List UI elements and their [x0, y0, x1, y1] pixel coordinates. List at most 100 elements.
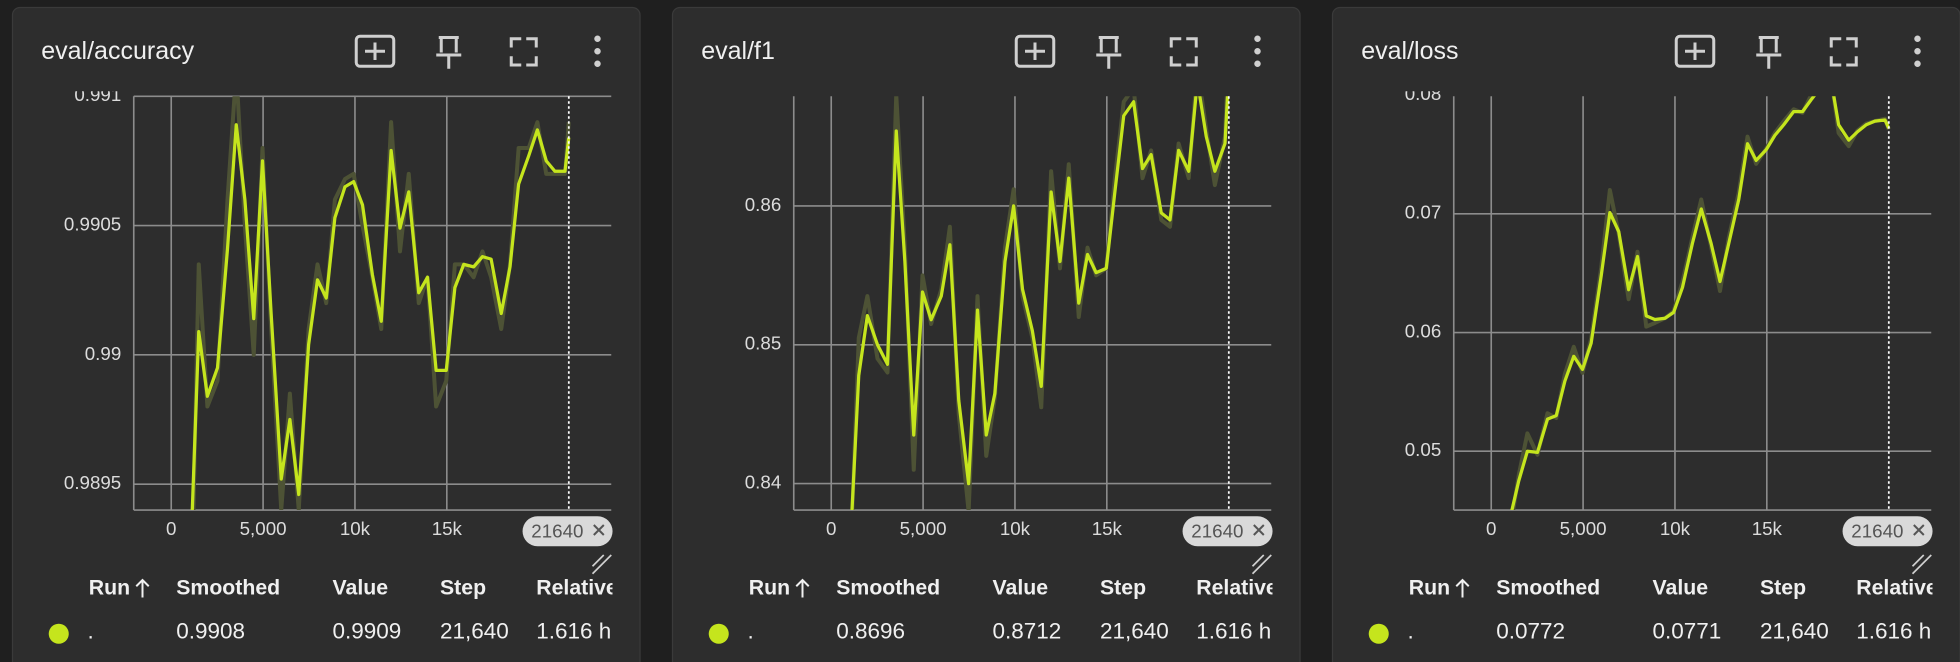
sort-arrow	[135, 578, 150, 598]
menu-dot[interactable]	[594, 35, 601, 43]
run-color	[48, 623, 69, 644]
pin-button[interactable]	[1096, 36, 1122, 69]
menu-dot[interactable]	[1914, 60, 1921, 68]
column-header[interactable]: Value	[993, 575, 1049, 599]
cell: 1.616 h	[1196, 618, 1271, 643]
cell: 21,640	[440, 618, 509, 643]
column-header[interactable]: Run	[89, 575, 130, 599]
pin-button[interactable]	[1756, 36, 1782, 69]
column-header[interactable]: Step	[1760, 575, 1806, 599]
raw-line	[850, 96, 1229, 511]
x-tick-label: 5,000	[240, 518, 287, 539]
run-table: Run Smoothed Value Step Relative. 0.0772 0.077…	[1368, 575, 1938, 644]
y-tick-label: 0.9895	[64, 472, 121, 493]
cell: 0.9909	[333, 618, 402, 643]
step-cursor-chip[interactable]	[1182, 516, 1273, 547]
cell: 0.8712	[993, 618, 1062, 643]
x-tick-label: 5,000	[900, 518, 947, 539]
x-tick-label: 15k	[1752, 518, 1783, 539]
column-header[interactable]: Step	[440, 575, 486, 599]
sort-arrow	[795, 578, 810, 598]
cell: 0.0771	[1653, 618, 1722, 643]
menu-dot[interactable]	[1254, 48, 1261, 55]
step-cursor-chip[interactable]	[522, 516, 613, 547]
fullscreen-button[interactable]	[1169, 37, 1198, 67]
card: eval/loss 0.05 0.06 0.07 0.08 0 5,000 10k 15k 216…	[1331, 6, 1960, 662]
cell: 0.8696	[836, 618, 905, 643]
x-tick-label: 5,000	[1560, 518, 1607, 539]
step-cursor-remove[interactable]	[1913, 524, 1925, 536]
column-header[interactable]: Smoothed	[836, 575, 940, 599]
y-tick-label: 0.99	[85, 343, 122, 364]
card: eval/accuracy 0.9895 0.99 0.9905 0.991 0 5,000…	[11, 6, 641, 662]
cell: 21,640	[1760, 618, 1829, 643]
run-color	[1368, 623, 1389, 644]
step-cursor-label: 21640	[1191, 520, 1243, 541]
raw-line	[1511, 96, 1891, 511]
fit-domain-button[interactable]	[1014, 34, 1056, 68]
resize-handle[interactable]	[1911, 554, 1932, 575]
card: eval/f1 0.84 0.85 0.86 0 5,000 10k 15k 21640 Run S…	[671, 6, 1301, 662]
y-tick-label: 0.9905	[64, 214, 121, 235]
cell: 0.9908	[176, 618, 245, 643]
fit-domain-arrows[interactable]	[365, 42, 385, 61]
pin-button[interactable]	[436, 36, 462, 69]
card-background	[1331, 6, 1960, 662]
fit-domain-arrows[interactable]	[1685, 42, 1705, 61]
column-header[interactable]: Run	[1409, 575, 1450, 599]
x-tick-label: 10k	[340, 518, 371, 539]
step-cursor-chip[interactable]	[1842, 516, 1933, 547]
run-table: Run Smoothed Value Step Relative. 0.8696 0.871…	[708, 575, 1278, 644]
cell: .	[748, 618, 754, 643]
fullscreen-button[interactable]	[509, 37, 538, 67]
cell: .	[88, 618, 94, 643]
cell: 1.616 h	[1856, 618, 1931, 643]
step-cursor-remove[interactable]	[593, 524, 605, 536]
menu-dot[interactable]	[1254, 35, 1261, 43]
x-tick-label: 0	[166, 518, 176, 539]
fullscreen-button[interactable]	[1829, 37, 1858, 67]
smoothed-line	[190, 123, 571, 511]
x-tick-label: 0	[1486, 518, 1496, 539]
x-tick-label: 15k	[1092, 518, 1123, 539]
cell: 21,640	[1100, 618, 1169, 643]
menu-dot[interactable]	[1254, 60, 1261, 68]
column-header[interactable]: Value	[333, 575, 389, 599]
menu-dot[interactable]	[1914, 48, 1921, 55]
smoothed-line	[850, 96, 1230, 511]
fit-domain-button[interactable]	[1674, 34, 1716, 68]
resize-handle[interactable]	[1251, 554, 1272, 575]
y-tick-label: 0.84	[745, 472, 782, 493]
step-cursor-label: 21640	[1851, 520, 1903, 541]
column-header[interactable]: Smoothed	[176, 575, 280, 599]
card-title: eval/f1	[701, 37, 775, 65]
run-color	[708, 623, 729, 644]
y-tick-label: 0.86	[745, 194, 782, 215]
menu-dot[interactable]	[1914, 35, 1921, 43]
x-tick-label: 15k	[432, 518, 463, 539]
x-tick-label: 10k	[1660, 518, 1691, 539]
fit-domain-button[interactable]	[354, 34, 396, 68]
column-header[interactable]: Relative	[536, 575, 618, 599]
menu-dot[interactable]	[594, 48, 601, 55]
resize-handle[interactable]	[591, 554, 612, 575]
column-header[interactable]: Relative	[1196, 575, 1278, 599]
y-tick-label: 0.05	[1405, 439, 1442, 460]
cell: 0.0772	[1496, 618, 1565, 643]
column-header[interactable]: Step	[1100, 575, 1146, 599]
step-cursor-remove[interactable]	[1253, 524, 1265, 536]
column-header[interactable]: Relative	[1856, 575, 1938, 599]
card-title: eval/loss	[1361, 37, 1458, 65]
x-tick-label: 0	[826, 518, 836, 539]
column-header[interactable]: Value	[1653, 575, 1709, 599]
fit-domain-arrows[interactable]	[1025, 42, 1045, 61]
cell: 1.616 h	[536, 618, 611, 643]
menu-dot[interactable]	[594, 60, 601, 68]
card-background	[11, 6, 641, 662]
y-tick-label: 0.85	[745, 333, 782, 354]
column-header[interactable]: Smoothed	[1496, 575, 1600, 599]
run-table: Run Smoothed Value Step Relative. 0.9908 0.990…	[48, 575, 618, 644]
column-header[interactable]: Run	[749, 575, 790, 599]
